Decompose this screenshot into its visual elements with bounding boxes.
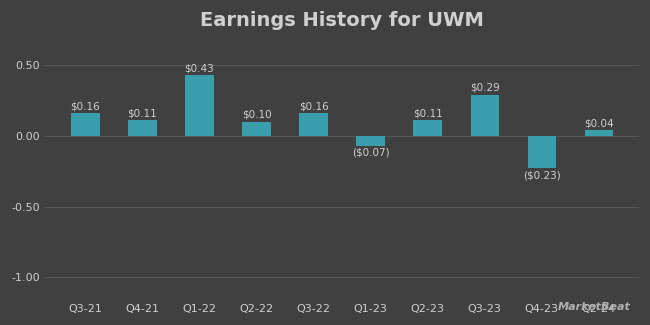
Bar	[299, 113, 328, 136]
Bar	[413, 121, 442, 136]
Bar	[128, 121, 157, 136]
Bar	[242, 122, 271, 136]
Bar	[471, 95, 499, 136]
Text: $0.16: $0.16	[70, 101, 100, 111]
Bar	[185, 75, 214, 136]
Text: $0.29: $0.29	[470, 83, 500, 93]
Text: MarketBeat: MarketBeat	[558, 302, 630, 312]
Text: $0.11: $0.11	[413, 108, 443, 118]
Title: Earnings History for UWM: Earnings History for UWM	[200, 11, 484, 30]
Text: $0.11: $0.11	[127, 108, 157, 118]
Text: $0.04: $0.04	[584, 118, 614, 128]
Bar	[71, 113, 99, 136]
Bar	[584, 130, 613, 136]
Text: ($0.23): ($0.23)	[523, 171, 561, 181]
Text: $0.10: $0.10	[242, 110, 271, 120]
Text: $0.43: $0.43	[185, 63, 215, 73]
Bar	[528, 136, 556, 168]
Text: ($0.07): ($0.07)	[352, 148, 389, 158]
Bar	[356, 136, 385, 146]
Text: $0.16: $0.16	[299, 101, 328, 111]
